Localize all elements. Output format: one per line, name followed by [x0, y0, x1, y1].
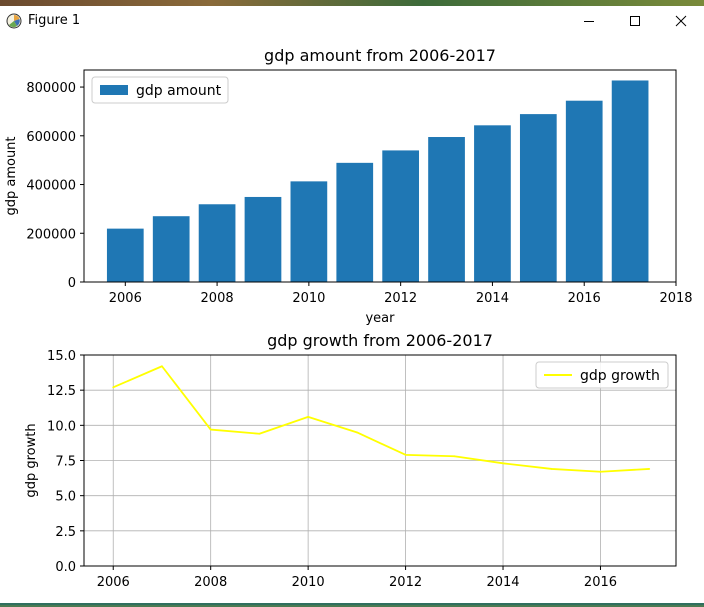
- growth-y-tick-label-0: 0.0: [55, 560, 76, 575]
- growth-point-2006: [112, 386, 115, 389]
- bar-2008: [198, 204, 236, 282]
- growth-legend-box: [535, 361, 669, 389]
- amount-x-tick-label-1: 2008: [201, 291, 234, 306]
- growth-point-2009: [258, 432, 261, 435]
- figure-canvas: 2006 2008 2010 2012 2014 2016 2018 0 200000 40000…: [0, 36, 704, 603]
- growth-y-tick-label-3: 7.5: [55, 455, 76, 470]
- amount-x-axis-label: year: [365, 311, 395, 326]
- window-title: Figure 1: [28, 13, 81, 28]
- growth-x-tick-label-3: 2012: [389, 575, 422, 590]
- growth-y-tick-label-5: 12.5: [47, 384, 76, 399]
- bar-2011: [336, 162, 374, 282]
- growth-point-2012: [404, 453, 407, 456]
- close-button[interactable]: [658, 6, 704, 36]
- charts-svg: 2006 2008 2010 2012 2014 2016 2018 0 200000 40000…: [4, 46, 693, 590]
- growth-series-line: [112, 365, 650, 473]
- title-bar[interactable]: Figure 1: [0, 6, 704, 36]
- amount-y-tick-label-4: 800000: [26, 81, 76, 96]
- growth-chart-title: gdp growth from 2006-2017: [267, 331, 493, 350]
- close-icon: [675, 15, 687, 27]
- growth-point-2008: [209, 428, 212, 431]
- growth-legend-label: gdp growth: [580, 368, 660, 384]
- bar-2017: [611, 80, 649, 282]
- growth-point-2013: [453, 455, 456, 458]
- amount-legend-box: [91, 76, 229, 104]
- growth-y-tick-label-6: 15.0: [47, 349, 76, 364]
- growth-point-2016: [599, 470, 602, 473]
- amount-y-tick-label-2: 400000: [26, 179, 76, 194]
- amount-x-tick-label-0: 2006: [109, 291, 142, 306]
- amount-x-tick-label-2: 2010: [292, 291, 325, 306]
- amount-x-tick-label-5: 2016: [568, 291, 601, 306]
- bar-2006: [106, 228, 144, 282]
- growth-x-tick-label-4: 2014: [486, 575, 519, 590]
- amount-axes-frame: [83, 69, 677, 283]
- amount-x-tick-label-3: 2012: [384, 291, 417, 306]
- bar-2007: [152, 216, 190, 282]
- growth-y-tick-label-4: 10.0: [47, 419, 76, 434]
- growth-x-tick-label-1: 2008: [194, 575, 227, 590]
- growth-x-tick-label-5: 2016: [584, 575, 617, 590]
- amount-y-tick-label-3: 600000: [26, 130, 76, 145]
- growth-point-2015: [550, 468, 553, 470]
- minimize-button[interactable]: [566, 6, 612, 36]
- maximize-icon: [630, 16, 640, 26]
- amount-y-tick-label-1: 200000: [26, 227, 76, 242]
- amount-x-tick-label-4: 2014: [476, 291, 509, 306]
- matplotlib-app-icon: [6, 13, 22, 29]
- growth-x-tick-label-2: 2010: [292, 575, 325, 590]
- growth-point-2007: [161, 365, 163, 368]
- amount-y-axis-label: gdp amount: [4, 136, 19, 215]
- amount-y-tick-label-0: 0: [68, 276, 76, 291]
- growth-point-2011: [355, 431, 358, 434]
- bar-2012: [382, 150, 420, 282]
- growth-y-axis-label: gdp growth: [24, 423, 39, 497]
- amount-legend-swatch: [100, 85, 128, 95]
- bar-2013: [428, 137, 465, 282]
- minimize-icon: [584, 21, 594, 22]
- growth-point-2014: [502, 462, 504, 465]
- figure-window: Figure 1 2006 2008 2010 2012 2014 2016 2018 0 20…: [0, 6, 704, 603]
- bar-2015: [519, 114, 557, 282]
- bar-2016: [565, 100, 603, 282]
- growth-y-tick-label-1: 2.5: [55, 525, 76, 540]
- amount-chart-title: gdp amount from 2006-2017: [264, 46, 496, 65]
- desktop-background: [0, 0, 704, 6]
- bar-2010: [290, 181, 328, 282]
- taskbar-edge: [0, 603, 704, 605]
- amount-x-tick-label-6: 2018: [659, 291, 692, 306]
- growth-x-tick-label-0: 2006: [97, 575, 130, 590]
- growth-y-tick-label-2: 5.0: [55, 490, 76, 505]
- maximize-button[interactable]: [612, 6, 658, 36]
- bar-2014: [474, 125, 511, 282]
- amount-legend-label: gdp amount: [136, 83, 222, 99]
- bar-2009: [244, 196, 282, 282]
- growth-point-2017: [648, 468, 651, 470]
- growth-point-2010: [307, 415, 310, 418]
